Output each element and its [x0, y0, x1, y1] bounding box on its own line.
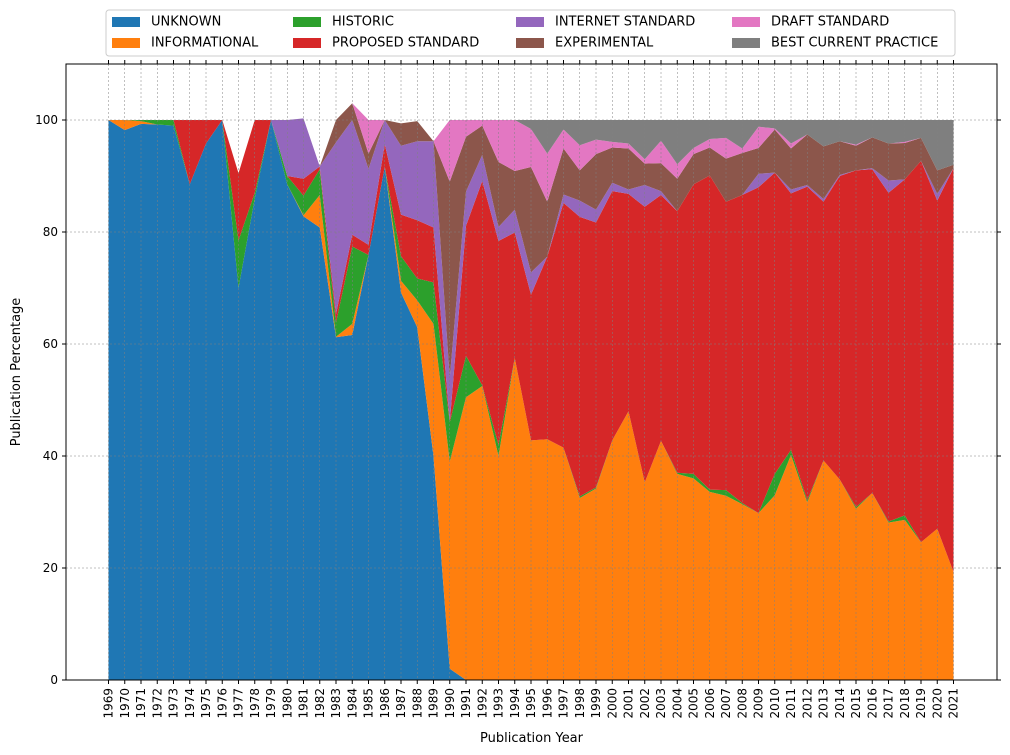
x-tick-label: 2013 — [817, 688, 831, 719]
legend-label: HISTORIC — [332, 15, 394, 30]
x-tick-label: 1990 — [443, 688, 457, 719]
y-tick-label: 100 — [35, 113, 58, 127]
x-tick-label: 2008 — [735, 688, 749, 719]
x-tick-label: 2012 — [800, 688, 814, 719]
legend-swatch — [112, 17, 140, 27]
legend-entry: HISTORIC — [293, 15, 394, 30]
x-tick-label: 1993 — [492, 688, 506, 719]
x-tick-label: 2010 — [768, 688, 782, 719]
x-tick-label: 2014 — [833, 688, 847, 719]
x-axis-label: Publication Year — [480, 731, 584, 746]
x-tick-label: 1979 — [264, 688, 278, 719]
legend-label: UNKNOWN — [151, 15, 221, 30]
legend-entry: BEST CURRENT PRACTICE — [732, 36, 938, 51]
x-tick-label: 2007 — [719, 688, 733, 719]
legend-entry: EXPERIMENTAL — [516, 36, 654, 51]
x-tick-label: 1985 — [362, 688, 376, 719]
x-tick-label: 1982 — [313, 688, 327, 719]
x-tick-label: 1973 — [167, 688, 181, 719]
x-tick-label: 1980 — [280, 688, 294, 719]
y-tick-label: 20 — [43, 561, 58, 575]
x-tick-label: 1986 — [378, 688, 392, 719]
legend-label: PROPOSED STANDARD — [332, 36, 479, 51]
x-tick-label: 1997 — [557, 688, 571, 719]
legend-entry: UNKNOWN — [112, 15, 221, 30]
legend-swatch — [516, 38, 544, 48]
x-tick-label: 1988 — [410, 688, 424, 719]
x-tick-label: 2011 — [784, 688, 798, 719]
x-tick-label: 2000 — [605, 688, 619, 719]
x-tick-label: 2016 — [865, 688, 879, 719]
x-tick-label: 1976 — [215, 688, 229, 719]
x-tick-label: 2009 — [752, 688, 766, 719]
x-tick-label: 1987 — [394, 688, 408, 719]
legend-swatch — [516, 17, 544, 27]
legend-label: INFORMATIONAL — [151, 36, 259, 51]
x-tick-label: 1975 — [199, 688, 213, 719]
legend-swatch — [293, 17, 321, 27]
x-tick-label: 1994 — [508, 688, 522, 719]
grid-lines — [66, 64, 997, 681]
x-tick-label: 1995 — [524, 688, 538, 719]
y-tick-label: 80 — [43, 225, 58, 239]
x-tick-label: 1974 — [183, 688, 197, 719]
x-tick-label: 1971 — [134, 688, 148, 719]
x-tick-label: 2017 — [882, 688, 896, 719]
x-tick-label: 1992 — [475, 688, 489, 719]
legend-swatch — [112, 38, 140, 48]
legend-swatch — [732, 38, 760, 48]
x-tick-label: 2020 — [930, 688, 944, 719]
x-tick-label: 1969 — [102, 688, 116, 719]
legend-swatch — [732, 17, 760, 27]
y-axis-label: Publication Percentage — [9, 298, 24, 447]
legend-swatch — [293, 38, 321, 48]
x-tick-label: 1998 — [573, 688, 587, 719]
x-tick-label: 1977 — [232, 688, 246, 719]
legend-label: EXPERIMENTAL — [555, 36, 654, 51]
x-tick-label: 2018 — [898, 688, 912, 719]
legend-label: BEST CURRENT PRACTICE — [771, 36, 938, 51]
x-tick-label: 1970 — [118, 688, 132, 719]
x-tick-label: 2005 — [687, 688, 701, 719]
x-tick-label: 2019 — [914, 688, 928, 719]
legend-label: DRAFT STANDARD — [771, 15, 889, 30]
x-tick-label: 1991 — [459, 688, 473, 719]
legend-entry: INTERNET STANDARD — [516, 15, 695, 30]
x-tick-label: 2021 — [947, 688, 961, 719]
legend: UNKNOWN INFORMATIONAL HISTORIC PROPOSED STA… — [105, 9, 956, 57]
legend-entry: INFORMATIONAL — [112, 36, 259, 51]
x-tick-label: 1996 — [540, 688, 554, 719]
x-tick-label: 2015 — [849, 688, 863, 719]
x-tick-label: 1983 — [329, 688, 343, 719]
x-tick-label: 2001 — [622, 688, 636, 719]
x-tick-label: 1999 — [589, 688, 603, 719]
x-tick-label: 2004 — [670, 688, 684, 719]
x-tick-label: 1972 — [150, 688, 164, 719]
x-tick-label: 2002 — [638, 688, 652, 719]
x-tick-label: 1984 — [345, 688, 359, 719]
legend-entry: PROPOSED STANDARD — [293, 36, 479, 51]
y-tick-label: 60 — [43, 337, 58, 351]
legend-label: INTERNET STANDARD — [555, 15, 695, 30]
legend-entry: DRAFT STANDARD — [732, 15, 889, 30]
x-tick-label: 1978 — [248, 688, 262, 719]
x-tick-label: 2003 — [654, 688, 668, 719]
x-tick-label: 1989 — [427, 688, 441, 719]
y-tick-label: 40 — [43, 449, 58, 463]
x-axis-ticks: 1969 1970 1971 1972 1973 1974 1975 1976 1977 1978… — [102, 60, 961, 719]
x-tick-label: 2006 — [703, 688, 717, 719]
x-tick-label: 1981 — [297, 688, 311, 719]
y-axis-ticks: 0 20 40 60 80 100 — [35, 113, 1001, 687]
y-tick-label: 0 — [50, 673, 58, 687]
